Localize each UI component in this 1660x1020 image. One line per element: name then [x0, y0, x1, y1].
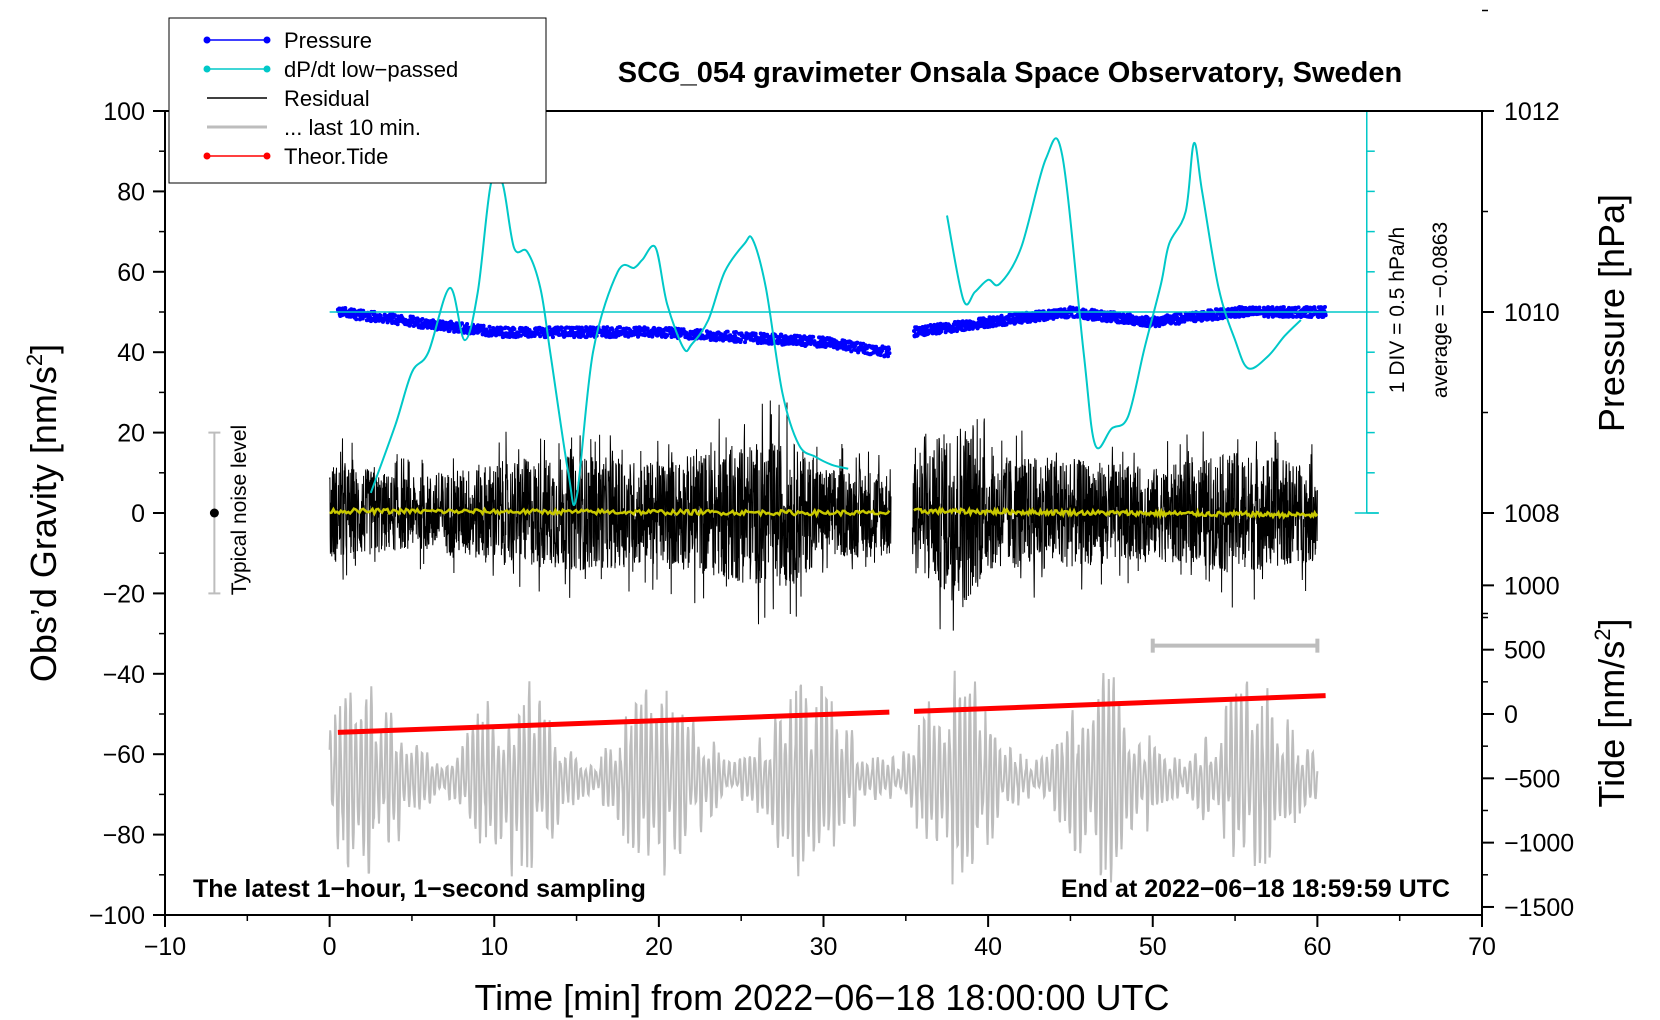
y-tick-label: −100: [89, 902, 145, 930]
legend-marker-0: [263, 36, 271, 44]
residual-mean-series: [329, 505, 1319, 520]
tide-segment-1: [913, 693, 1326, 714]
tide-tick-label: −500: [1504, 765, 1560, 793]
legend-label-1: dP/dt low−passed: [284, 57, 458, 82]
y-axis-tide: −1500 −1000 −500 0 500 1000: [1482, 572, 1574, 922]
pressure-points-0: [335, 306, 892, 359]
tide-tick-label: 500: [1504, 637, 1546, 665]
x-tick-label: 50: [1139, 933, 1167, 961]
y-axis-pressure: 1008 1010 1012: [1482, 9, 1560, 615]
y-axis-title-tide: Tide [nm/s2]: [1590, 619, 1632, 808]
y-axis-left-superscript: 2: [22, 354, 47, 366]
x-tick-label: 60: [1303, 933, 1331, 961]
annotation-right: End at 2022−06−18 18:59:59 UTC: [1061, 875, 1450, 903]
x-tick-label: 20: [645, 933, 673, 961]
chart-title: SCG_054 gravimeter Onsala Space Observat…: [618, 57, 1402, 89]
scale-bar-average: average = −0.0863: [1429, 222, 1452, 398]
legend-label-0: Pressure: [284, 28, 372, 53]
dpdt-series: [329, 137, 1367, 506]
legend-marker-4: [203, 152, 211, 160]
tide-tick-label: −1500: [1504, 894, 1574, 922]
tide-tick-label: 1000: [1504, 572, 1560, 600]
y-tick-label: −60: [103, 741, 145, 769]
y-axis-tide-superscript: 2: [1590, 629, 1615, 641]
y-axis-left: −100 −80 −60 −40 −20 0 20 40 60 80 100: [89, 98, 165, 930]
y-axis-title-left: Obs’d Gravity [nm/s2]: [22, 344, 64, 682]
residual-mean-segment-0: [329, 506, 891, 519]
y-tick-label: 60: [117, 259, 145, 287]
legend-marker-1: [263, 65, 271, 73]
noise-indicator: [208, 431, 221, 595]
x-axis: −10 0 10 20 30 40 50 60 70: [144, 915, 1496, 961]
y-tick-label: 80: [117, 178, 145, 206]
annotation-left: The latest 1−hour, 1−second sampling: [193, 875, 646, 903]
residual-line: [329, 400, 1318, 631]
y-tick-label: 40: [117, 339, 145, 367]
pressure-tick-label: 1012: [1504, 98, 1560, 126]
y-tick-label: −20: [103, 580, 145, 608]
last-10-min-bar: [1150, 638, 1320, 653]
tide-tick-label: 0: [1504, 701, 1518, 729]
x-tick-label: 70: [1468, 933, 1496, 961]
residual-series: [329, 400, 1318, 631]
pressure-tick-label: 1010: [1504, 299, 1560, 327]
legend-marker-4: [263, 152, 271, 160]
noise-center-dot: [209, 508, 219, 518]
y-tick-label: −80: [103, 822, 145, 850]
y-tick-label: 0: [131, 500, 145, 528]
x-tick-label: 30: [810, 933, 838, 961]
legend-label-4: Theor.Tide: [284, 144, 388, 169]
y-tick-label: 20: [117, 420, 145, 448]
x-tick-label: 0: [323, 933, 337, 961]
last-10-min-series: [328, 670, 1319, 885]
dpdt-segment-1: [946, 137, 1302, 450]
legend: Pressure dP/dt low−passed Residual ... last…: [168, 17, 547, 184]
tide-series: [337, 693, 1326, 735]
scale-bar-label: 1 DIV = 0.5 hPa/h: [1386, 227, 1409, 393]
legend-label-3: ... last 10 min.: [284, 115, 421, 140]
pressure-tick-label: 1008: [1504, 500, 1560, 528]
residual-mean-segment-1: [913, 505, 1319, 520]
x-axis-title: Time [min] from 2022−06−18 18:00:00 UTC: [474, 977, 1169, 1018]
x-tick-label: −10: [144, 933, 186, 961]
x-tick-label: 40: [974, 933, 1002, 961]
pressure-series: [335, 305, 1328, 359]
x-tick-label: 10: [480, 933, 508, 961]
y-axis-title-pressure: Pressure [hPa]: [1591, 194, 1632, 432]
noise-level-label: Typical noise level: [228, 425, 251, 595]
y-tick-label: −40: [103, 661, 145, 689]
last-10-min-line: [328, 670, 1319, 885]
tide-tick-label: −1000: [1504, 830, 1574, 858]
legend-label-2: Residual: [284, 86, 370, 111]
dpdt-segment-0: [369, 171, 849, 506]
tide-segment-0: [337, 709, 890, 735]
y-tick-label: 100: [103, 98, 145, 126]
legend-marker-0: [203, 36, 211, 44]
legend-marker-1: [203, 65, 211, 73]
